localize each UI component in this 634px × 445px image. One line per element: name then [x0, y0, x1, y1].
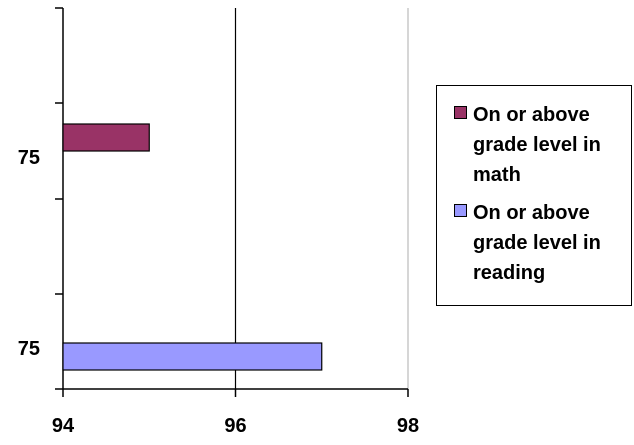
x-tick-label: 98: [397, 415, 419, 437]
y-tick-label: 75: [18, 147, 40, 169]
y-tick-label: 75: [18, 338, 40, 360]
x-tick-label: 96: [224, 415, 246, 437]
legend-label-reading: On or above grade level in reading: [473, 198, 623, 288]
legend-label-math: On or above grade level in math: [473, 100, 623, 190]
legend-item-reading: On or above grade level in reading: [454, 198, 631, 288]
legend: On or above grade level in math On or ab…: [436, 85, 632, 306]
x-tick-label: 94: [52, 415, 75, 437]
bar-reading: [63, 343, 322, 370]
legend-swatch-reading: [454, 204, 467, 217]
bar-math: [63, 124, 149, 151]
legend-swatch-math: [454, 106, 467, 119]
legend-item-math: On or above grade level in math: [454, 100, 631, 190]
